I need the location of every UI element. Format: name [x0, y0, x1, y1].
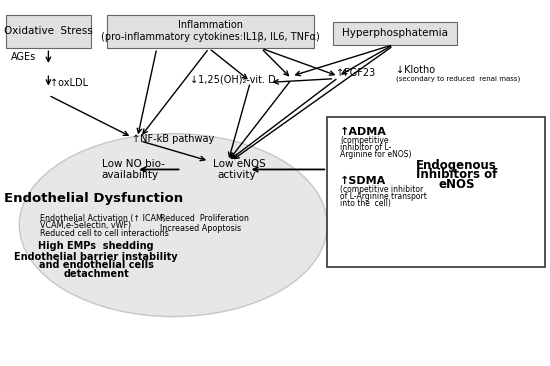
Bar	[327, 117, 544, 267]
Text: Oxidative  Stress: Oxidative Stress	[4, 26, 92, 36]
Text: ↓Klotho: ↓Klotho	[396, 65, 435, 75]
Text: Low NO bio-: Low NO bio-	[102, 158, 165, 169]
Text: inhibitor of L-: inhibitor of L-	[340, 143, 391, 152]
Text: AGEs: AGEs	[11, 52, 36, 62]
Text: availability: availability	[102, 169, 159, 180]
Bar	[107, 15, 314, 48]
Text: High EMPs  shedding: High EMPs shedding	[39, 241, 154, 251]
Text: detachment: detachment	[63, 269, 129, 279]
Text: (competitive inhibitor: (competitive inhibitor	[340, 185, 423, 194]
Text: ↑ADMA: ↑ADMA	[340, 127, 387, 137]
Text: Reduced cell to cell interactions: Reduced cell to cell interactions	[40, 229, 168, 238]
Text: (competitive: (competitive	[340, 136, 388, 145]
Text: ↑oxLDL: ↑oxLDL	[50, 78, 87, 88]
Text: Endothelial Activation (↑ ICAM,: Endothelial Activation (↑ ICAM,	[40, 214, 165, 223]
Text: VCAM,e-Selectin, vWF): VCAM,e-Selectin, vWF)	[40, 221, 131, 229]
Text: Low eNOS: Low eNOS	[213, 159, 266, 169]
Text: Reduced  Proliferation: Reduced Proliferation	[160, 214, 249, 223]
Text: ↑FGF23: ↑FGF23	[336, 68, 375, 78]
Text: ↑SDMA: ↑SDMA	[340, 176, 386, 186]
Bar	[6, 15, 91, 48]
Text: Hyperphosphatemia: Hyperphosphatemia	[342, 28, 448, 38]
Text: activity: activity	[217, 170, 256, 180]
Text: into the  cell): into the cell)	[340, 199, 390, 208]
Text: ↑NF-kB pathway: ↑NF-kB pathway	[132, 134, 214, 144]
Text: Endogenous: Endogenous	[416, 159, 497, 172]
Text: Inhibitors of: Inhibitors of	[416, 168, 497, 182]
Bar	[333, 22, 456, 45]
Text: Increased Apoptosis: Increased Apoptosis	[160, 224, 241, 233]
Text: (secondary to reduced  renal mass): (secondary to reduced renal mass)	[396, 75, 520, 82]
Text: eNOS: eNOS	[438, 178, 475, 191]
Text: and endothelial cells: and endothelial cells	[39, 260, 153, 270]
Text: Arginine for eNOS): Arginine for eNOS)	[340, 150, 411, 158]
Text: of L-Arginine transport: of L-Arginine transport	[340, 192, 427, 201]
Text: Inflammation
(pro-inflammatory cytokines:IL1β, IL6, TNFα): Inflammation (pro-inflammatory cytokines…	[101, 20, 320, 42]
Text: ↓1,25(OH)₂-vit. D: ↓1,25(OH)₂-vit. D	[190, 74, 276, 85]
Text: Endothelial Dysfunction: Endothelial Dysfunction	[4, 192, 183, 205]
Text: Endothelial barrier instability: Endothelial barrier instability	[14, 252, 178, 262]
Ellipse shape	[19, 134, 327, 317]
